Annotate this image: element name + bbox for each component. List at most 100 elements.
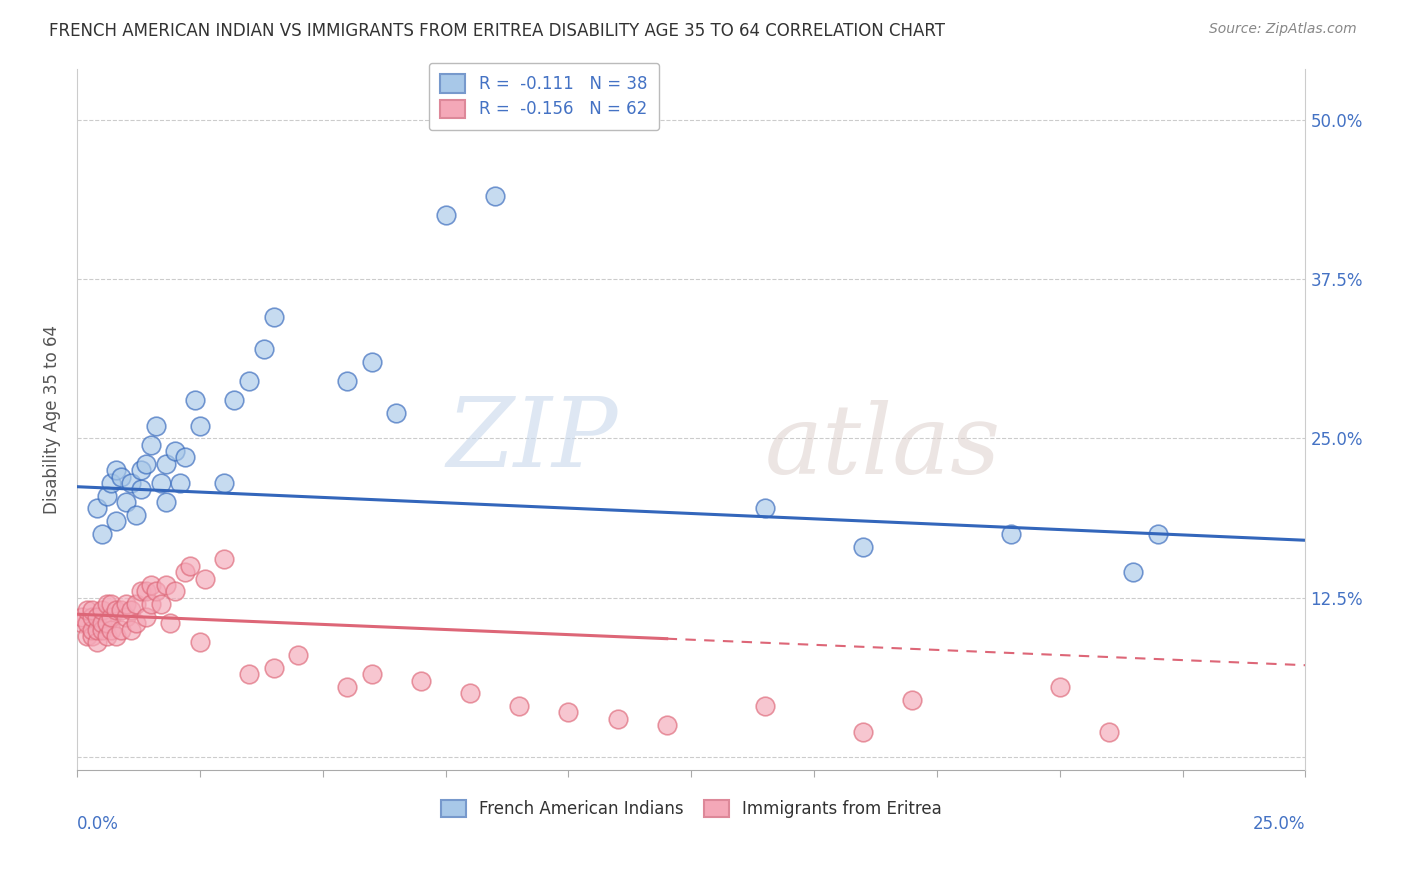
Point [86,501,108,516]
Text: 25.0%: 25.0% [1253,815,1305,833]
Point [100,609,122,624]
Point [105,629,128,643]
Point [165,584,187,599]
Point [76,603,98,617]
Point [120,603,142,617]
Point [80,623,103,637]
Point [360,355,382,369]
Point [139,437,162,451]
Point [90,603,112,617]
Point [100,597,122,611]
Point [263,310,285,325]
Point [238,667,260,681]
Point [287,648,309,662]
Point [149,475,172,490]
Point [86,623,108,637]
Point [139,597,162,611]
Point [96,616,118,631]
Point [76,629,98,643]
Point [360,667,382,681]
Point [155,457,177,471]
Point [1147,527,1170,541]
Point [188,635,211,649]
Point [336,374,359,388]
Point [557,706,579,720]
Point [129,584,152,599]
Point [105,463,128,477]
Point [110,603,132,617]
Point [174,565,197,579]
Point [80,629,103,643]
Point [224,392,246,407]
Point [129,463,152,477]
Point [100,623,122,637]
Point [105,514,128,528]
Point [852,540,875,554]
Point [214,475,236,490]
Point [135,457,157,471]
Point [253,342,276,356]
Point [149,597,172,611]
Text: atlas: atlas [765,401,1001,494]
Point [70,609,93,624]
Y-axis label: Disability Age 35 to 64: Disability Age 35 to 64 [44,325,60,514]
Point [100,475,122,490]
Point [434,208,457,222]
Point [90,616,112,631]
Point [139,578,162,592]
Point [184,392,207,407]
Point [458,686,481,700]
Point [901,692,924,706]
Point [238,374,260,388]
Point [145,584,167,599]
Point [96,629,118,643]
Point [115,609,138,624]
Point [1049,680,1071,694]
Point [135,584,157,599]
Point [754,698,776,713]
Point [754,501,776,516]
Point [125,597,148,611]
Point [96,597,118,611]
Point [90,527,112,541]
Point [155,495,177,509]
Point [336,680,359,694]
Point [179,558,201,573]
Point [125,616,148,631]
Point [174,450,197,465]
Point [110,469,132,483]
Point [194,572,217,586]
Point [188,418,211,433]
Point [135,609,157,624]
Point [80,609,103,624]
Point [76,616,98,631]
Point [385,406,408,420]
Point [86,635,108,649]
Text: ZIP: ZIP [446,393,617,487]
Point [263,661,285,675]
Point [484,189,506,203]
Point [86,609,108,624]
Point [1000,527,1022,541]
Text: 0.0%: 0.0% [77,815,120,833]
Point [120,475,142,490]
Point [115,597,138,611]
Point [120,623,142,637]
Point [129,482,152,496]
Point [165,444,187,458]
Point [1122,565,1144,579]
Point [155,578,177,592]
Point [145,418,167,433]
Point [606,712,628,726]
Point [655,718,678,732]
Legend: French American Indians, Immigrants from Eritrea: French American Indians, Immigrants from… [434,793,949,824]
Point [80,603,103,617]
Point [110,623,132,637]
Point [409,673,432,688]
Point [214,552,236,566]
Point [96,489,118,503]
Point [90,623,112,637]
Point [1098,724,1121,739]
Point [125,508,148,522]
Point [169,475,191,490]
